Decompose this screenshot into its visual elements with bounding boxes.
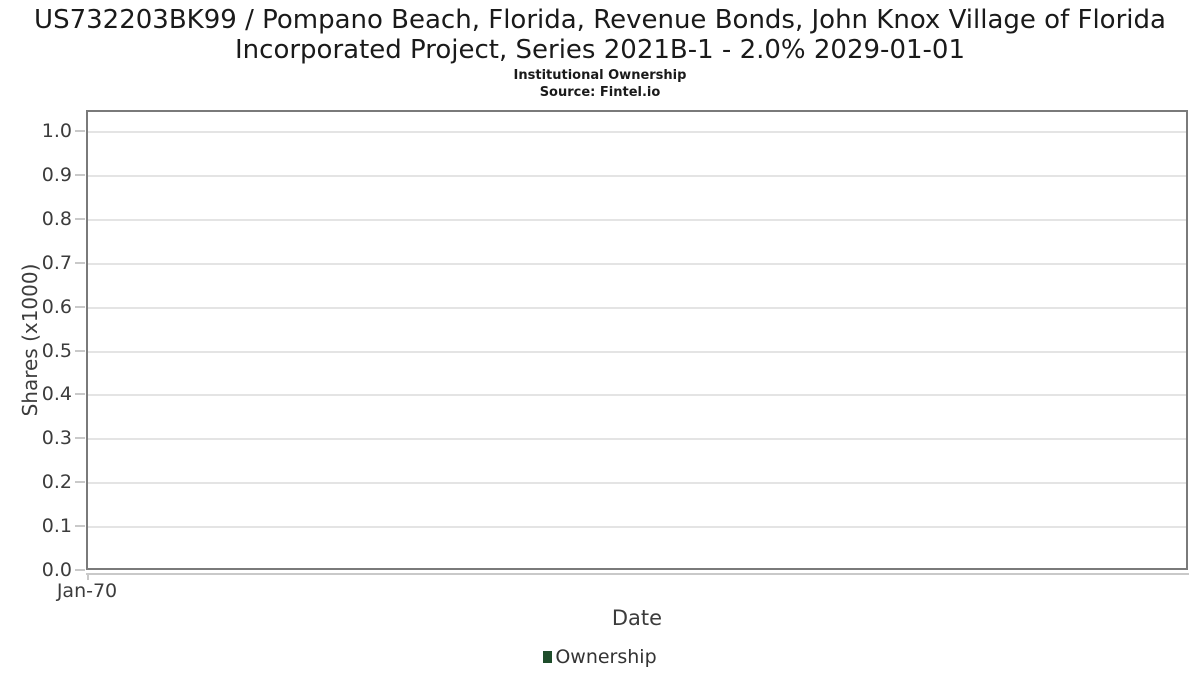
y-axis-tick-mark-1.0 [75, 130, 85, 133]
y-axis-tick-mark-0.8 [75, 217, 85, 220]
y-axis-tick-mark-0.3 [75, 437, 85, 440]
y-axis-tick-label-0.8: 0.8 [41, 207, 72, 230]
y-axis-tick-label-1.0: 1.0 [41, 120, 72, 143]
x-axis-title: Date [611, 606, 663, 630]
chart-subtitle: Institutional Ownership [513, 68, 687, 83]
x-axis-tick-label: Jan-70 [56, 580, 118, 602]
y-axis-tick-mark-0.7 [75, 261, 85, 264]
gridline-y-0.5 [88, 350, 1186, 353]
y-axis-tick-mark-0.0 [75, 569, 85, 571]
y-axis-tick-label-0.1: 0.1 [41, 515, 72, 538]
y-axis-tick-label-0.2: 0.2 [41, 471, 72, 494]
y-axis-tick-mark-0.2 [75, 481, 85, 484]
legend-marker-ownership [543, 651, 553, 663]
y-axis-tick-mark-0.6 [75, 305, 85, 308]
y-axis-tick-mark-0.4 [75, 393, 85, 396]
gridline-y-1.0 [88, 131, 1186, 134]
x-axis-line [86, 573, 1189, 575]
chart-title: US732203BK99 / Pompano Beach, Florida, R… [34, 5, 1166, 65]
y-axis-tick-label-0.4: 0.4 [41, 383, 72, 406]
gridline-y-0.9 [88, 174, 1186, 177]
y-axis-tick-label-0.7: 0.7 [41, 251, 72, 274]
gridline-y-0.2 [88, 482, 1186, 485]
gridline-y-0.7 [88, 262, 1186, 265]
y-axis-tick-label-0.3: 0.3 [41, 427, 72, 450]
gridline-y-0.1 [88, 526, 1186, 529]
y-axis-tick-label-0.0: 0.0 [41, 559, 72, 581]
gridline-y-0.4 [88, 394, 1186, 397]
gridline-y-0.8 [88, 218, 1186, 221]
x-axis-tick-mark [87, 573, 89, 580]
y-axis-tick-mark-0.5 [75, 349, 85, 352]
gridline-y-0.6 [88, 306, 1186, 309]
legend[interactable]: Ownership [0, 645, 1200, 669]
gridline-y-0.3 [88, 438, 1186, 441]
legend-label-ownership: Ownership [555, 646, 657, 668]
y-axis-tick-label-0.5: 0.5 [41, 339, 72, 362]
y-axis-tick-mark-0.9 [75, 173, 85, 176]
y-axis-tick-label-0.6: 0.6 [41, 295, 72, 318]
chart-source: Source: Fintel.io [539, 85, 661, 100]
y-axis-tick-label-0.9: 0.9 [41, 163, 72, 186]
y-axis-tick-mark-0.1 [75, 525, 85, 528]
plot-area [86, 110, 1188, 570]
